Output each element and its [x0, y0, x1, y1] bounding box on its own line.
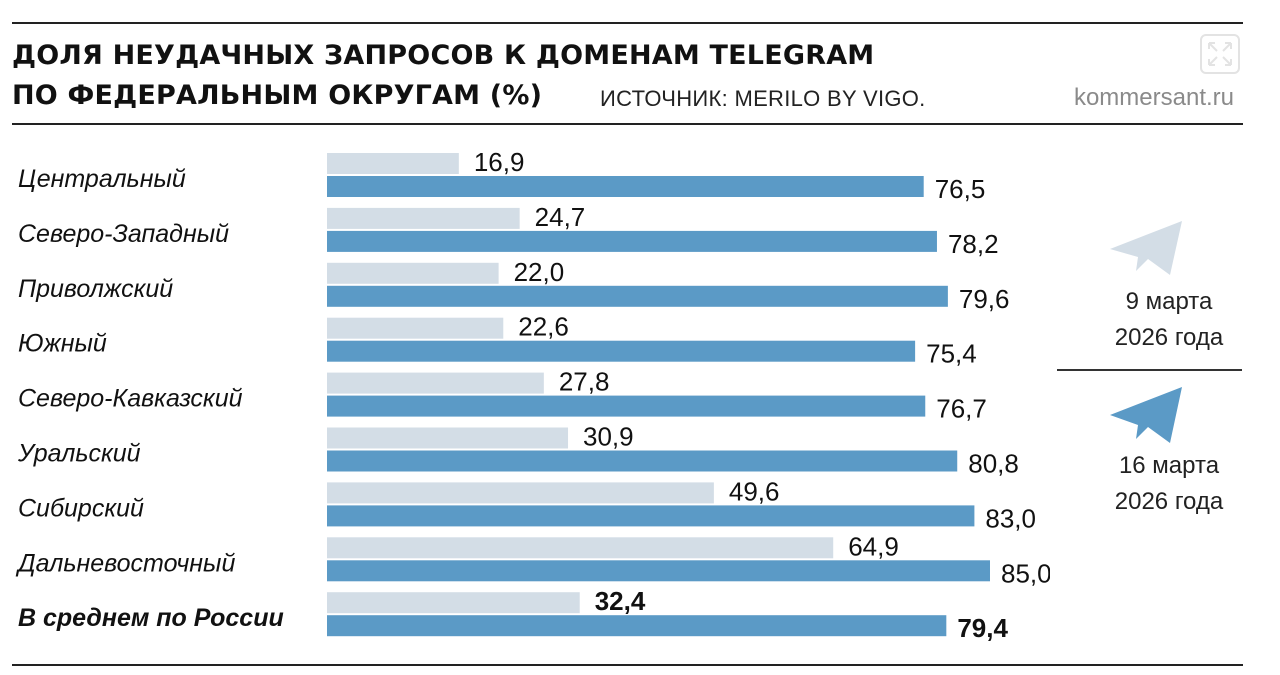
value-label-series1: 22,0 — [514, 257, 565, 287]
category-label: Южный — [18, 330, 107, 358]
bar-series1 — [327, 427, 569, 449]
legend-series2-line1: 16 марта — [1118, 452, 1220, 479]
bar-series2 — [327, 340, 916, 362]
bar-series2 — [327, 230, 937, 252]
legend-date-series1: 9 марта 2026 года — [1099, 284, 1239, 356]
bar-series2 — [327, 395, 926, 417]
category-label: В среднем по России — [18, 604, 284, 632]
header-rule — [12, 123, 1243, 125]
bar-series1 — [327, 372, 544, 394]
bar-series1 — [327, 592, 580, 614]
site-name: kommersant.ru — [1073, 84, 1234, 111]
legend-date-series2: 16 марта 2026 года — [1099, 448, 1239, 520]
value-label-series2: 76,7 — [936, 394, 987, 424]
value-label-series1: 16,9 — [474, 147, 525, 177]
value-label-series2: 75,4 — [926, 339, 977, 369]
bar-series2 — [327, 176, 924, 197]
bar-series1 — [327, 262, 499, 284]
value-label-series2: 79,4 — [957, 613, 1008, 643]
value-label-series2: 85,0 — [1001, 558, 1050, 588]
value-label-series1: 24,7 — [535, 202, 586, 232]
legend-series2-line2: 2026 года — [1114, 488, 1224, 515]
expand-icon — [1200, 34, 1240, 74]
category-label: Уральский — [17, 440, 141, 468]
bottom-rule — [12, 664, 1243, 666]
bar-series2 — [327, 560, 990, 582]
legend-series1-line2: 2026 года — [1114, 324, 1224, 351]
bar-series2 — [327, 450, 958, 472]
value-label-series1: 49,6 — [729, 476, 780, 506]
value-label-series2: 78,2 — [948, 229, 999, 259]
bar-series2 — [327, 505, 975, 527]
chart-title-line1: ДОЛЯ НЕУДАЧНЫХ ЗАПРОСОВ К ДОМЕНАМ TELEGR… — [12, 40, 875, 71]
category-label: Сибирский — [18, 494, 144, 522]
legend-divider — [1057, 369, 1242, 371]
bar-series2 — [327, 615, 947, 637]
telegram-icon-light — [1110, 221, 1182, 275]
category-label: Центральный — [18, 165, 186, 193]
value-label-series2: 80,8 — [968, 449, 1019, 479]
top-rule — [12, 22, 1243, 24]
value-label-series2: 76,5 — [935, 174, 986, 204]
telegram-icon-blue — [1110, 387, 1182, 443]
bar-series1 — [327, 537, 834, 559]
legend-series1-line1: 9 марта — [1125, 288, 1213, 315]
bar-series1 — [327, 317, 504, 339]
category-label: Дальневосточный — [15, 549, 235, 577]
category-label: Приволжский — [18, 275, 173, 303]
source-note: ИСТОЧНИК: MERILO BY VIGO. — [600, 86, 926, 111]
value-label-series1: 64,9 — [848, 531, 899, 561]
bar-series1 — [327, 153, 459, 174]
value-label-series1: 32,4 — [595, 586, 646, 616]
category-label: Северо-Западный — [18, 220, 229, 248]
bar-series1 — [327, 482, 714, 504]
bar-series1 — [327, 207, 520, 229]
bar-series2 — [327, 285, 948, 307]
chart-title-line2: ПО ФЕДЕРАЛЬНЫМ ОКРУГАМ (%) — [12, 80, 543, 111]
value-label-series1: 22,6 — [518, 312, 569, 342]
value-label-series2: 83,0 — [985, 503, 1036, 533]
value-label-series2: 79,6 — [959, 284, 1010, 314]
value-label-series1: 30,9 — [583, 422, 634, 452]
category-label: Северо-Кавказский — [18, 385, 243, 413]
bar-chart: Центральный 16,9 76,5 Северо-Западный 24,7 78… — [15, 147, 1050, 643]
value-label-series1: 27,8 — [559, 367, 610, 397]
